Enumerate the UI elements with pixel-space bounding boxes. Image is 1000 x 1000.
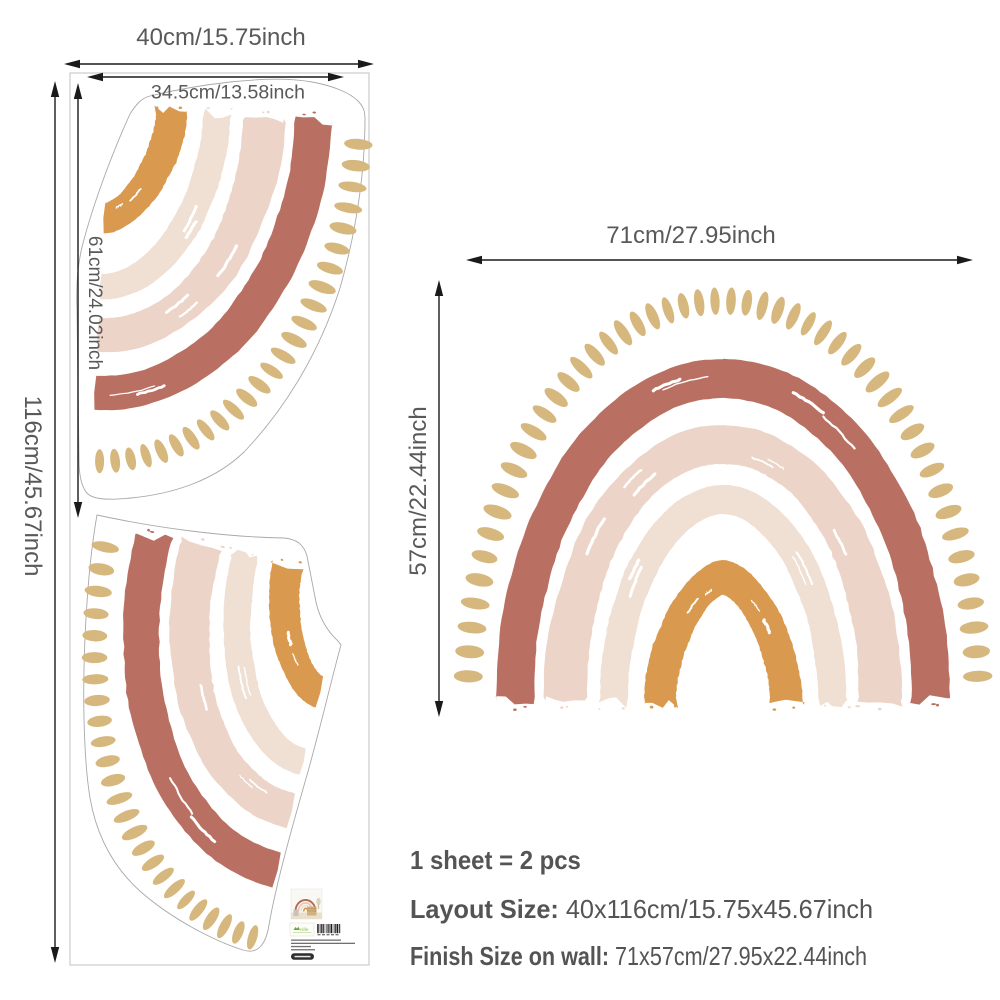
svg-text:nlife: nlife [300, 927, 309, 932]
